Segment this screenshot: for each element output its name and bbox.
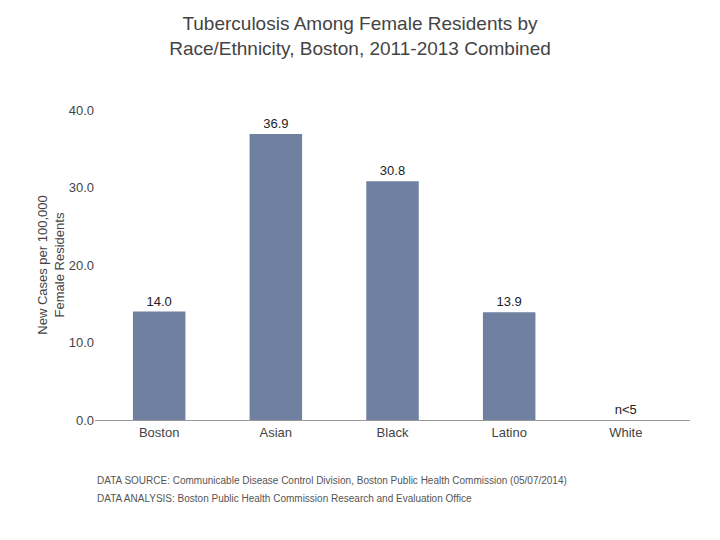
svg-text:Black: Black (377, 425, 409, 440)
svg-text:Asian: Asian (260, 425, 293, 440)
svg-text:13.9: 13.9 (497, 294, 522, 309)
svg-text:New Cases per 100,000Female Re: New Cases per 100,000Female Residents (35, 195, 67, 334)
svg-text:20.0: 20.0 (69, 258, 94, 273)
svg-text:Boston: Boston (139, 425, 179, 440)
svg-text:30.8: 30.8 (380, 163, 405, 178)
svg-text:Tuberculosis Among Female Resi: Tuberculosis Among Female Residents byRa… (169, 13, 551, 59)
svg-text:40.0: 40.0 (69, 103, 94, 118)
svg-text:DATA SOURCE: Communicable Dise: DATA SOURCE: Communicable Disease Contro… (97, 475, 567, 486)
svg-text:DATA ANALYSIS: Boston Public H: DATA ANALYSIS: Boston Public Health Comm… (97, 493, 472, 504)
svg-text:14.0: 14.0 (147, 294, 172, 309)
svg-text:White: White (609, 425, 642, 440)
svg-text:0.0: 0.0 (76, 413, 94, 428)
svg-text:Latino: Latino (491, 425, 526, 440)
svg-text:10.0: 10.0 (69, 335, 94, 350)
svg-text:36.9: 36.9 (263, 116, 288, 131)
svg-text:n<5: n<5 (615, 402, 637, 417)
svg-text:30.0: 30.0 (69, 180, 94, 195)
